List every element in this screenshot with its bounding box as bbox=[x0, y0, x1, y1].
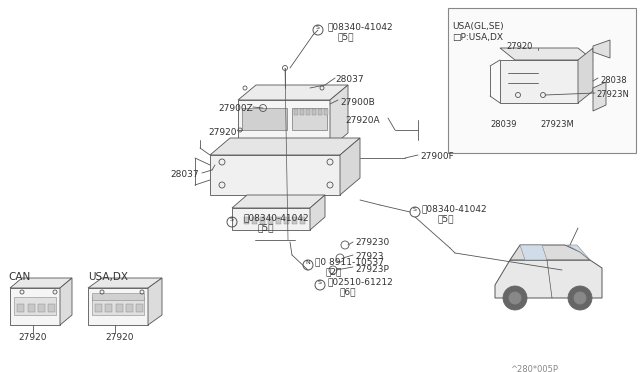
Text: 27920A: 27920A bbox=[345, 116, 380, 125]
Text: 27900Z: 27900Z bbox=[218, 104, 253, 113]
Text: 27923M: 27923M bbox=[540, 120, 573, 129]
Text: 27923P: 27923P bbox=[355, 265, 389, 274]
Bar bbox=[92, 293, 144, 300]
Text: Ⓝ08340-41042: Ⓝ08340-41042 bbox=[328, 22, 394, 31]
Text: 27900F: 27900F bbox=[420, 152, 454, 161]
Polygon shape bbox=[60, 278, 72, 325]
Bar bbox=[260, 217, 265, 224]
Text: 27920: 27920 bbox=[18, 333, 47, 342]
Text: □P:USA,DX: □P:USA,DX bbox=[452, 33, 503, 42]
Text: 27900B: 27900B bbox=[340, 98, 375, 107]
Text: 279230: 279230 bbox=[355, 238, 389, 247]
Text: 28037: 28037 bbox=[170, 170, 198, 179]
Text: S: S bbox=[318, 280, 322, 285]
Bar bbox=[306, 109, 310, 115]
Text: （2）: （2） bbox=[326, 267, 342, 276]
Bar bbox=[38, 304, 45, 312]
Polygon shape bbox=[520, 245, 547, 260]
Bar bbox=[312, 109, 316, 115]
Text: Ⓝ08340-41042: Ⓝ08340-41042 bbox=[243, 213, 308, 222]
Text: ^280*005P: ^280*005P bbox=[510, 365, 558, 372]
Bar bbox=[284, 217, 289, 224]
Text: 28038: 28038 bbox=[600, 76, 627, 85]
Polygon shape bbox=[10, 278, 72, 288]
Text: （6）: （6） bbox=[340, 287, 356, 296]
Polygon shape bbox=[593, 82, 606, 111]
Bar bbox=[276, 217, 281, 224]
Bar bbox=[92, 297, 144, 315]
Polygon shape bbox=[232, 208, 310, 230]
Text: Ⓝ08340-41042: Ⓝ08340-41042 bbox=[422, 204, 488, 213]
Bar bbox=[126, 304, 133, 312]
Text: CAN: CAN bbox=[8, 272, 30, 282]
Polygon shape bbox=[238, 85, 348, 100]
Bar bbox=[136, 304, 143, 312]
Bar bbox=[116, 304, 123, 312]
Bar bbox=[324, 109, 328, 115]
Polygon shape bbox=[330, 85, 348, 148]
Bar bbox=[17, 304, 24, 312]
Text: 27923N: 27923N bbox=[596, 90, 629, 99]
Bar bbox=[300, 217, 305, 224]
Text: Ⓞ0 8911-10537: Ⓞ0 8911-10537 bbox=[315, 257, 384, 266]
Text: 27920: 27920 bbox=[208, 128, 237, 137]
Bar bbox=[242, 108, 287, 130]
Text: （5）: （5） bbox=[258, 223, 275, 232]
Text: Ⓝ02510-61212: Ⓝ02510-61212 bbox=[328, 277, 394, 286]
Bar bbox=[292, 108, 327, 130]
Bar bbox=[244, 217, 249, 224]
Polygon shape bbox=[88, 288, 148, 325]
Polygon shape bbox=[210, 155, 340, 195]
Polygon shape bbox=[567, 245, 590, 260]
Polygon shape bbox=[500, 48, 593, 60]
Text: S: S bbox=[316, 25, 320, 30]
Polygon shape bbox=[510, 245, 590, 260]
Bar bbox=[28, 304, 35, 312]
Circle shape bbox=[568, 286, 592, 310]
Text: S: S bbox=[413, 207, 417, 212]
Polygon shape bbox=[238, 100, 330, 148]
Bar bbox=[318, 109, 322, 115]
Bar bbox=[300, 109, 304, 115]
Text: 27923: 27923 bbox=[355, 252, 383, 261]
Text: （5）: （5） bbox=[437, 214, 454, 223]
Polygon shape bbox=[495, 260, 602, 298]
Bar bbox=[448, 8, 636, 153]
Text: USA,DX: USA,DX bbox=[88, 272, 128, 282]
Bar bbox=[252, 217, 257, 224]
Text: USA(GL,SE): USA(GL,SE) bbox=[452, 22, 504, 31]
Polygon shape bbox=[593, 40, 610, 58]
Text: N: N bbox=[306, 260, 310, 265]
Bar bbox=[294, 109, 298, 115]
Polygon shape bbox=[340, 138, 360, 195]
Text: 28037: 28037 bbox=[335, 75, 364, 84]
Polygon shape bbox=[232, 195, 325, 208]
Bar bbox=[268, 217, 273, 224]
Text: S: S bbox=[230, 217, 234, 222]
Polygon shape bbox=[88, 278, 162, 288]
Circle shape bbox=[509, 292, 521, 304]
Text: （5）: （5） bbox=[338, 32, 355, 41]
Bar bbox=[95, 304, 102, 312]
Polygon shape bbox=[500, 60, 578, 103]
Polygon shape bbox=[10, 288, 60, 325]
Polygon shape bbox=[578, 48, 593, 103]
Circle shape bbox=[574, 292, 586, 304]
Bar bbox=[105, 304, 112, 312]
Bar bbox=[48, 304, 55, 312]
Circle shape bbox=[503, 286, 527, 310]
Bar bbox=[14, 297, 56, 315]
Polygon shape bbox=[210, 138, 360, 155]
Text: 28039: 28039 bbox=[490, 120, 516, 129]
Polygon shape bbox=[148, 278, 162, 325]
Text: 27920: 27920 bbox=[506, 42, 532, 51]
Polygon shape bbox=[310, 195, 325, 230]
Text: 27920: 27920 bbox=[105, 333, 134, 342]
Bar bbox=[292, 217, 297, 224]
